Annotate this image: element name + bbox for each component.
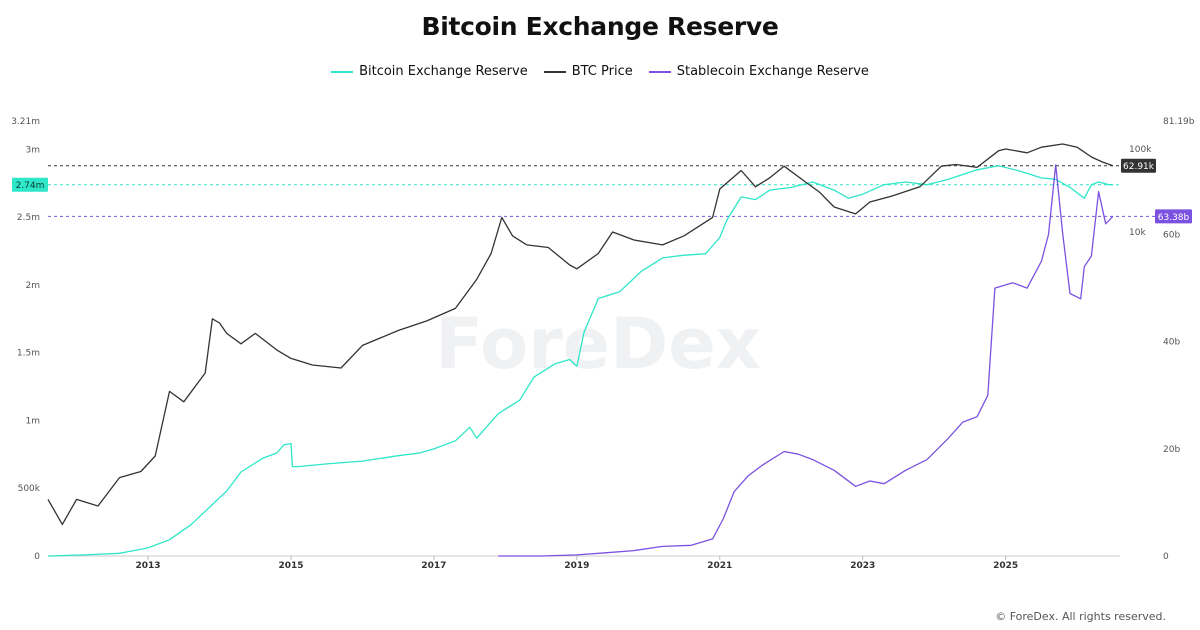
- legend-swatch-stablecoin: [648, 70, 671, 73]
- left-tick-label: 3m: [26, 145, 41, 155]
- legend-item-btc-reserve[interactable]: Bitcoin Exchange Reserve: [331, 64, 528, 79]
- left-tick-label: 2.5m: [17, 213, 40, 223]
- right-tick-label: 20b: [1163, 445, 1180, 455]
- left-tick-label: 1.5m: [17, 349, 40, 359]
- x-tick-label: 2017: [421, 561, 446, 571]
- legend-swatch-btc-reserve: [331, 70, 354, 73]
- stablecoin-badge: 63.38b: [1158, 213, 1190, 223]
- watermark: ForeDex: [435, 303, 761, 385]
- legend-label-btc-price: BTC Price: [571, 64, 633, 79]
- btc-price-badge: 62.91k: [1123, 162, 1155, 172]
- btc-price-line: [47, 143, 1114, 526]
- x-tick-label: 2013: [136, 561, 161, 571]
- left-tick-label: 3.21m: [11, 117, 40, 127]
- refline-layer: [48, 165, 1155, 217]
- legend-swatch-btc-price: [543, 70, 566, 73]
- legend[interactable]: Bitcoin Exchange Reserve BTC Price Stabl…: [0, 64, 1200, 79]
- right-tick-label: 40b: [1163, 338, 1180, 348]
- right-tick-label: 81.19b: [1163, 117, 1195, 127]
- legend-item-stablecoin[interactable]: Stablecoin Exchange Reserve: [648, 64, 869, 79]
- left-tick-label: 1m: [26, 416, 41, 426]
- legend-label-btc-reserve: Bitcoin Exchange Reserve: [359, 64, 528, 79]
- price-tick-label: 100k: [1129, 145, 1152, 155]
- right-tick-label: 0: [1163, 552, 1169, 562]
- btc-reserve-badge: 2.74m: [16, 181, 45, 191]
- x-tick-label: 2025: [993, 561, 1018, 571]
- price-tick-label: 10k: [1129, 228, 1146, 238]
- right-tick-label: 60b: [1163, 231, 1180, 241]
- btc-price-badge-bg: [1121, 158, 1156, 173]
- left-tick-label: 500k: [18, 484, 41, 494]
- badge-layer: 2.74m 62.91k 63.38b: [12, 158, 1192, 224]
- axis-layer: 2013 2015 2017 2019 2021 2023 2025 0 500k 1m 1.5m 2…: [11, 117, 1195, 571]
- x-tick-label: 2021: [707, 561, 732, 571]
- chart-title: Bitcoin Exchange Reserve: [421, 12, 779, 41]
- x-tick-label: 2015: [278, 561, 303, 571]
- stablecoin-badge-bg: [1155, 209, 1192, 224]
- left-tick-label: 2m: [26, 281, 41, 291]
- legend-label-stablecoin: Stablecoin Exchange Reserve: [676, 64, 869, 79]
- x-tick-label: 2019: [564, 561, 589, 571]
- copyright-text: © ForeDex. All rights reserved.: [995, 610, 1166, 623]
- btc-reserve-badge-bg: [12, 177, 48, 192]
- left-tick-label: 0: [34, 552, 40, 562]
- btc-reserve-line: [47, 165, 1113, 557]
- stablecoin-line: [498, 164, 1114, 557]
- series-layer: [47, 143, 1114, 557]
- x-tick-label: 2023: [850, 561, 875, 571]
- legend-item-btc-price[interactable]: BTC Price: [543, 64, 633, 79]
